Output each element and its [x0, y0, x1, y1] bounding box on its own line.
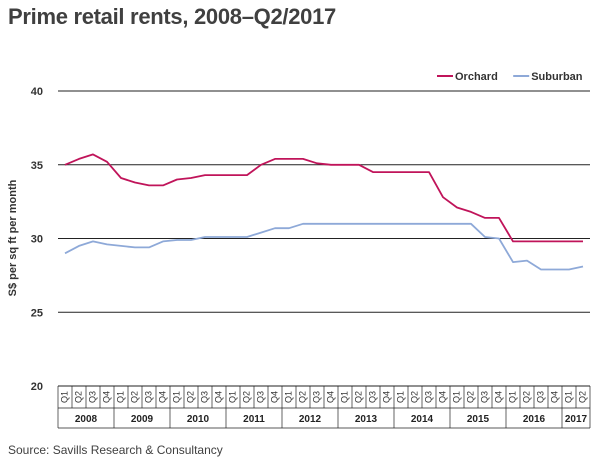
x-tick-label: Q1	[227, 391, 237, 403]
y-tick-label: 40	[31, 86, 43, 98]
series-lines	[64, 153, 584, 271]
source-note: Source: Savills Research & Consultancy	[8, 443, 223, 457]
x-tick-label: Q1	[395, 391, 405, 403]
x-tick-label: Q1	[339, 391, 349, 403]
x-tick-label: Q1	[283, 391, 293, 403]
x-year-label: 2013	[355, 414, 378, 425]
x-tick-label: Q3	[367, 391, 377, 403]
x-year-label: 2008	[75, 414, 98, 425]
series-line-orchard	[64, 153, 583, 243]
legend: Orchard Suburban	[437, 71, 583, 83]
x-tick-label: Q2	[353, 391, 363, 403]
x-tick-label: Q1	[171, 391, 181, 403]
x-tick-label: Q2	[241, 391, 251, 403]
x-tick-label: Q1	[451, 391, 461, 403]
x-tick-label: Q4	[325, 391, 335, 403]
y-tick-label: 35	[31, 160, 43, 172]
x-tick-label: Q2	[409, 391, 419, 403]
x-tick-label: Q3	[143, 391, 153, 403]
x-tick-label: Q3	[87, 391, 97, 403]
x-tick-label: Q4	[269, 391, 279, 403]
y-axis-label: S$ per sq ft per month	[7, 179, 19, 296]
x-year-label: 2014	[411, 414, 434, 425]
x-tick-label: Q3	[479, 391, 489, 403]
y-axis-ticks: 20 25 30 35 40	[31, 86, 43, 393]
chart-title: Prime retail rents, 2008–Q2/2017	[8, 4, 336, 29]
x-tick-label: Q1	[115, 391, 125, 403]
x-tick-label: Q2	[521, 391, 531, 403]
x-year-label: 2009	[131, 414, 154, 425]
x-tick-label: Q4	[213, 391, 223, 403]
x-tick-label: Q4	[437, 391, 447, 403]
x-year-label: 2010	[187, 414, 210, 425]
x-year-label: 2011	[243, 414, 265, 425]
x-tick-label: Q2	[73, 391, 83, 403]
x-tick-label: Q1	[563, 391, 573, 403]
x-tick-label: Q4	[493, 391, 503, 403]
x-tick-label: Q2	[185, 391, 195, 403]
y-tick-label: 20	[31, 381, 43, 393]
x-axis: Q1 Q2 Q3 Q4 Q1 Q2 Q3 Q4 Q1 Q2 Q3 Q4 Q1 Q2 Q3 Q4 Q1 Q2 Q3 Q4…	[57, 385, 591, 429]
x-tick-label: Q3	[423, 391, 433, 403]
x-tick-label: Q3	[255, 391, 265, 403]
gridlines	[58, 90, 590, 313]
x-year-label: 2015	[467, 414, 490, 425]
x-year-label: 2016	[523, 414, 546, 425]
legend-label: Suburban	[531, 71, 583, 83]
x-tick-label: Q2	[465, 391, 475, 403]
x-tick-label: Q4	[549, 391, 559, 403]
x-tick-label: Q3	[199, 391, 209, 403]
x-tick-label: Q1	[507, 391, 517, 403]
x-tick-label: Q3	[535, 391, 545, 403]
y-tick-label: 30	[31, 234, 43, 246]
x-tick-label: Q2	[129, 391, 139, 403]
x-tick-label: Q4	[101, 391, 111, 403]
x-tick-label: Q4	[157, 391, 167, 403]
legend-label: Orchard	[455, 71, 498, 83]
x-tick-label: Q3	[311, 391, 321, 403]
y-tick-label: 25	[31, 307, 43, 319]
x-year-label: 2017	[565, 414, 588, 425]
x-tick-label: Q1	[59, 391, 69, 403]
x-year-label: 2012	[299, 414, 322, 425]
x-tick-label: Q2	[297, 391, 307, 403]
series-line-suburban	[64, 222, 584, 271]
x-tick-label: Q4	[381, 391, 391, 403]
x-tick-label: Q2	[577, 391, 587, 403]
